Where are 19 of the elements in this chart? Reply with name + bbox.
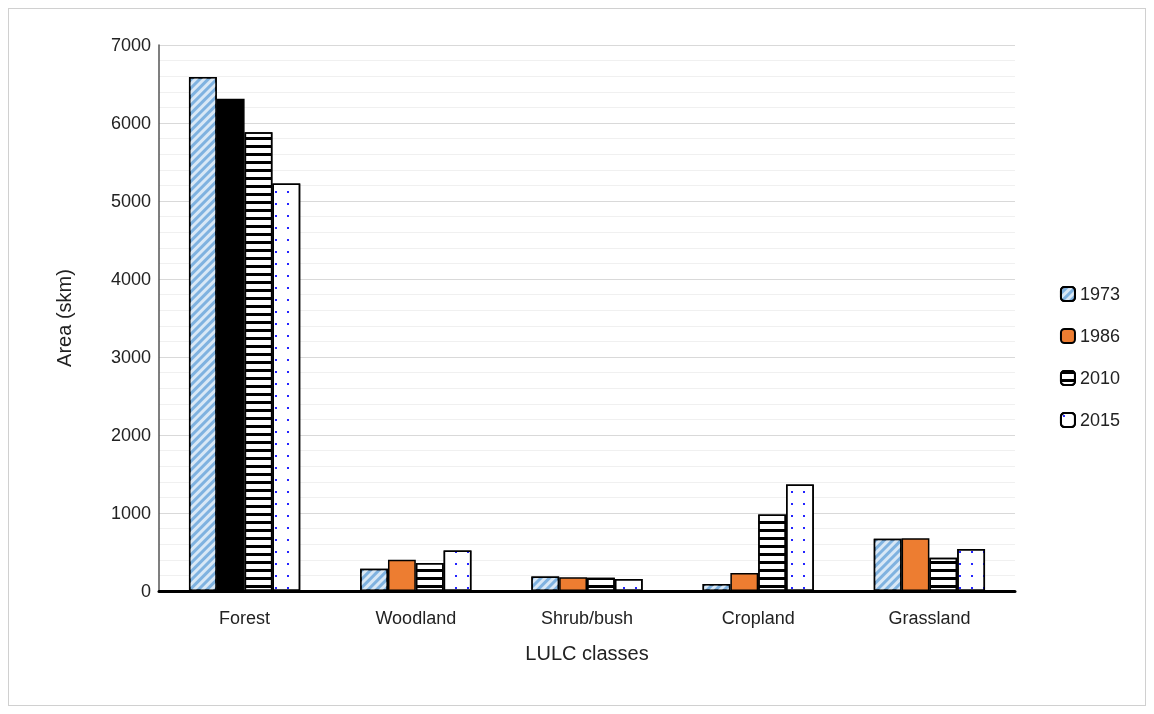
y-tick-label: 2000 — [110, 425, 151, 445]
y-axis-title: Area (skm) — [53, 269, 75, 367]
x-axis-title: LULC classes — [525, 642, 649, 664]
legend-label: 2015 — [1079, 410, 1120, 430]
legend-label: 2010 — [1079, 368, 1120, 388]
y-tick-label: 1000 — [110, 503, 151, 523]
legend-label: 1973 — [1079, 284, 1120, 304]
x-tick-label: Grassland — [888, 608, 971, 628]
y-tick-label: 3000 — [110, 347, 151, 367]
x-tick-label: Cropland — [721, 608, 795, 628]
x-tick-label: Forest — [219, 608, 271, 628]
y-tick-label: 6000 — [110, 113, 151, 133]
x-tick-label: Shrub/bush — [540, 608, 634, 628]
x-tick-label: Woodland — [375, 608, 457, 628]
y-tick-label: 7000 — [110, 35, 151, 55]
legend-label: 1986 — [1079, 326, 1120, 346]
y-tick-label: 0 — [140, 581, 151, 601]
y-tick-label: 5000 — [110, 191, 151, 211]
y-tick-label: 4000 — [110, 269, 151, 289]
